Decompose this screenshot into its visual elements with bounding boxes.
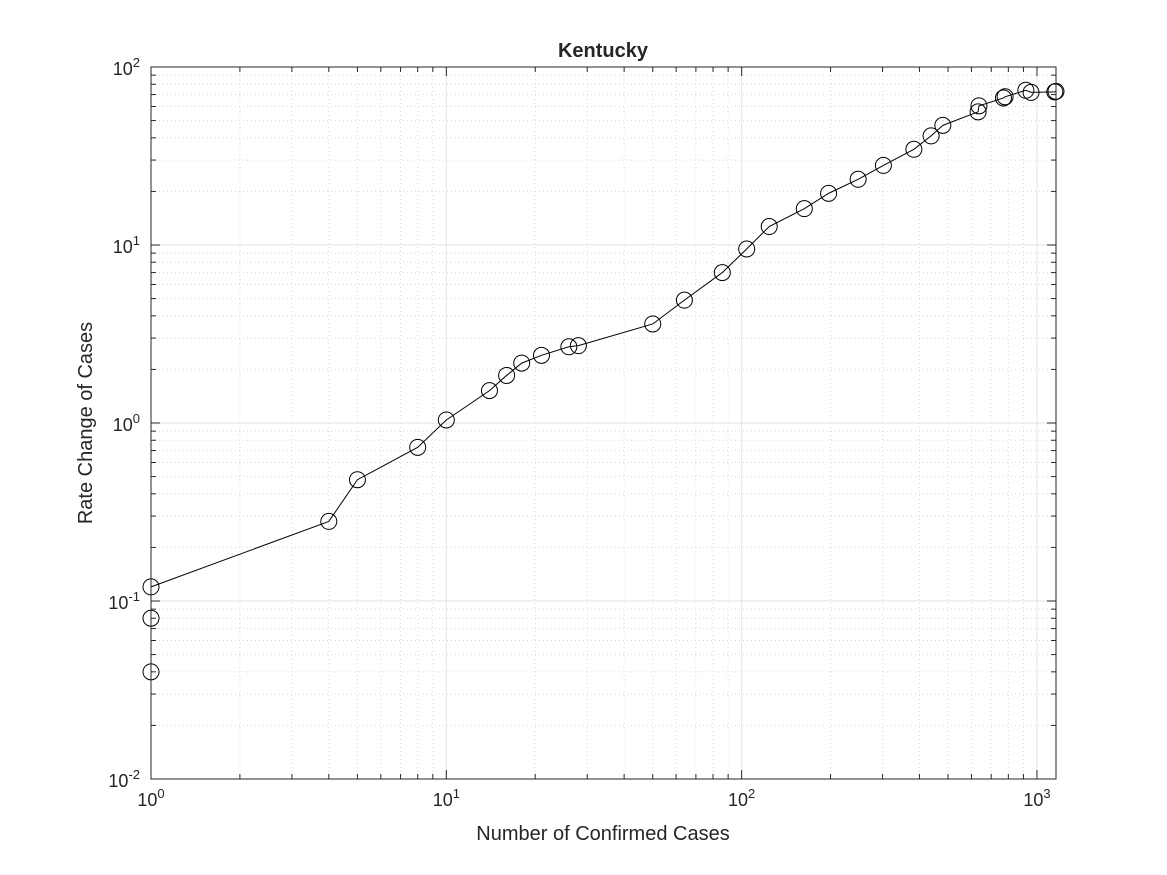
data-point	[437, 411, 455, 429]
data-point	[905, 140, 923, 158]
data-point	[644, 315, 662, 333]
y-tick-labels: 10-2 10-1 100 101 102	[108, 55, 140, 791]
data-point	[498, 366, 516, 384]
data-point	[348, 471, 366, 489]
x-tick-labels: 100 101 102 103	[137, 786, 1050, 810]
plot-area	[142, 66, 1065, 780]
data-point	[795, 200, 813, 218]
chart-title: Kentucky	[558, 40, 649, 62]
y-tick-label: 10-1	[108, 589, 140, 613]
data-point	[970, 97, 988, 115]
data-point	[874, 156, 892, 174]
data-point	[675, 291, 693, 309]
series-line	[150, 89, 1057, 672]
data-point	[409, 438, 427, 456]
y-tick-label: 102	[113, 55, 140, 79]
data-point	[738, 240, 756, 258]
x-axis-label: Number of Confirmed Cases	[476, 823, 729, 845]
x-tick-label: 100	[137, 786, 164, 810]
y-axis-label: Rate Change of Cases	[75, 322, 97, 524]
data-point	[713, 264, 731, 282]
data-point	[480, 382, 498, 400]
data-point	[820, 184, 838, 202]
data-point	[849, 170, 867, 188]
x-tick-label: 101	[433, 786, 460, 810]
data-point	[922, 127, 940, 145]
y-tick-label: 101	[113, 233, 140, 257]
x-tick-label: 102	[728, 786, 755, 810]
data-point	[513, 354, 531, 372]
x-tick-label: 103	[1023, 786, 1050, 810]
data-point	[760, 218, 778, 236]
y-tick-label: 100	[113, 411, 140, 435]
series-group	[142, 81, 1065, 681]
data-point	[1022, 83, 1040, 101]
y-tick-label: 10-2	[108, 767, 140, 791]
data-point	[934, 116, 952, 134]
data-point	[532, 346, 550, 364]
tick-marks	[150, 66, 1056, 780]
data-point	[320, 512, 338, 530]
data-point	[969, 103, 987, 121]
data-point	[994, 89, 1012, 107]
data-point	[560, 338, 578, 356]
data-point	[996, 88, 1014, 106]
data-point	[569, 337, 587, 355]
